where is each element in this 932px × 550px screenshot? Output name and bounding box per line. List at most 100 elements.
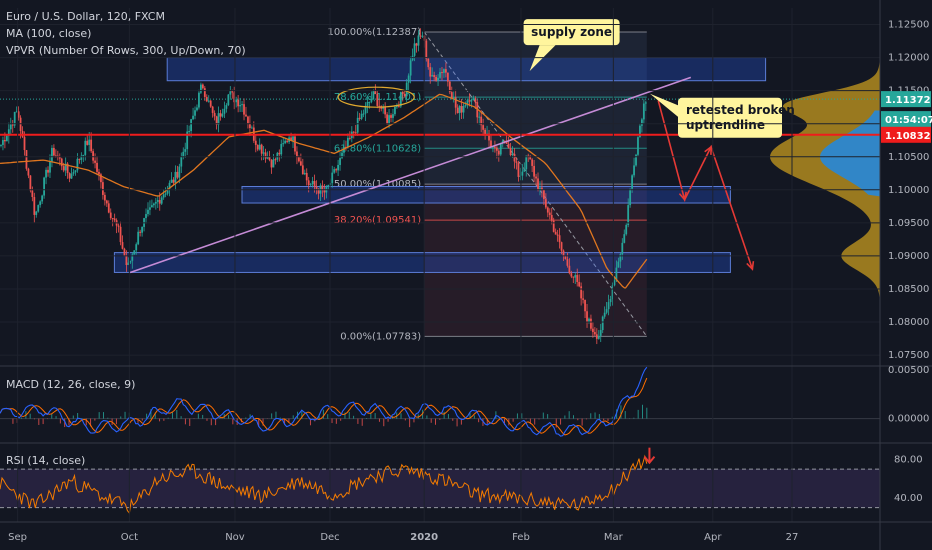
candle-body bbox=[53, 147, 55, 156]
candle-body bbox=[456, 107, 459, 114]
candle-body bbox=[617, 261, 620, 268]
candle-body bbox=[235, 99, 238, 103]
candle-body bbox=[376, 93, 379, 106]
zone-box-1 bbox=[241, 186, 731, 204]
candle-body bbox=[546, 207, 549, 213]
uptrendline bbox=[129, 76, 692, 274]
candle-body bbox=[131, 254, 134, 261]
candle-body bbox=[570, 273, 573, 277]
candle-body bbox=[439, 72, 441, 78]
candle-body bbox=[321, 185, 324, 190]
candle-body bbox=[452, 97, 455, 99]
candle-body bbox=[533, 165, 535, 177]
candle-body bbox=[364, 105, 367, 114]
candle-body bbox=[405, 82, 408, 97]
legend: Euro / U.S. Dollar, 120, FXCM MA (100, c… bbox=[6, 10, 246, 467]
candle-body bbox=[568, 265, 571, 274]
candle-body bbox=[223, 108, 226, 114]
candle-body bbox=[458, 105, 461, 114]
candle-body bbox=[543, 189, 545, 200]
candle-body bbox=[243, 104, 245, 115]
candle-body bbox=[609, 299, 612, 303]
candle-body bbox=[527, 155, 530, 157]
candle-body bbox=[133, 250, 136, 255]
projection-path bbox=[657, 100, 754, 270]
rsi-panel[interactable] bbox=[0, 447, 880, 515]
candle-body bbox=[537, 178, 539, 190]
candle-body bbox=[64, 163, 67, 171]
legend-vpvr: VPVR (Number Of Rows, 300, Up/Down, 70) bbox=[6, 44, 246, 57]
candle-body bbox=[619, 254, 622, 262]
candle-body bbox=[158, 200, 161, 204]
candle-body bbox=[172, 179, 175, 183]
candle-body bbox=[315, 186, 318, 189]
candle-body bbox=[27, 168, 30, 176]
candle-body bbox=[249, 123, 251, 129]
candle-body bbox=[572, 276, 575, 278]
candle-body bbox=[433, 75, 436, 77]
candle-body bbox=[564, 256, 567, 260]
candle-body bbox=[635, 154, 637, 166]
candle-body bbox=[231, 91, 234, 93]
candle-body bbox=[188, 131, 191, 133]
candle-body bbox=[11, 124, 14, 126]
candle-body bbox=[247, 116, 249, 124]
candle-body bbox=[62, 166, 65, 171]
candle-body bbox=[51, 147, 53, 162]
price-tick-label-0: 1.12500 bbox=[888, 20, 929, 31]
supply-zone-callout bbox=[523, 19, 620, 46]
chart-title: Euro / U.S. Dollar, 120, FXCM bbox=[6, 10, 165, 23]
retest-label-line-0: retested broken bbox=[686, 103, 795, 117]
candle-body bbox=[525, 155, 528, 170]
legend-macd: MACD (12, 26, close, 9) bbox=[6, 378, 135, 391]
time-tick-label-7: Apr bbox=[704, 532, 722, 543]
candle-body bbox=[292, 136, 294, 141]
candle-body bbox=[111, 217, 114, 219]
rsi-line bbox=[0, 454, 648, 515]
candle-body bbox=[166, 188, 169, 194]
price-tag-label-0: 1.11372 bbox=[885, 95, 931, 106]
candle-body bbox=[341, 152, 343, 159]
candle-body bbox=[200, 84, 202, 93]
candle-body bbox=[499, 143, 502, 155]
candle-body bbox=[352, 131, 355, 133]
candle-body bbox=[168, 182, 171, 189]
candle-body bbox=[378, 105, 381, 107]
macd-tick-label-0: 0.00500 bbox=[888, 365, 929, 376]
candle-body bbox=[43, 177, 45, 196]
candle-body bbox=[264, 152, 267, 159]
candle-body bbox=[641, 119, 643, 126]
candle-body bbox=[550, 215, 553, 221]
candle-body bbox=[588, 318, 590, 322]
candle-body bbox=[49, 161, 51, 173]
candle-body bbox=[492, 146, 494, 148]
candle-body bbox=[137, 231, 140, 245]
candle-body bbox=[519, 175, 522, 177]
candle-body bbox=[472, 98, 475, 100]
candle-body bbox=[94, 160, 96, 163]
candle-body bbox=[593, 332, 596, 335]
candle-body bbox=[278, 152, 281, 155]
candle-body bbox=[274, 159, 277, 161]
candle-body bbox=[419, 35, 422, 37]
candle-body bbox=[303, 172, 306, 175]
candle-body bbox=[182, 151, 185, 157]
candle-body bbox=[478, 116, 481, 118]
fib-zone-lower bbox=[424, 184, 647, 337]
candle-body bbox=[123, 248, 126, 257]
candle-body bbox=[521, 171, 524, 176]
candle-body bbox=[407, 75, 410, 83]
candle-body bbox=[31, 190, 34, 198]
macd-panel[interactable] bbox=[0, 366, 880, 437]
candle-body bbox=[221, 113, 224, 117]
candle-body bbox=[98, 171, 100, 175]
candle-body bbox=[317, 188, 320, 194]
candle-body bbox=[597, 335, 600, 339]
price-tag-label-2: 1.10832 bbox=[885, 131, 931, 142]
candle-body bbox=[237, 99, 240, 107]
candle-body bbox=[225, 105, 228, 109]
candle-body bbox=[484, 129, 486, 136]
candle-body bbox=[372, 90, 375, 100]
candle-body bbox=[611, 285, 614, 300]
